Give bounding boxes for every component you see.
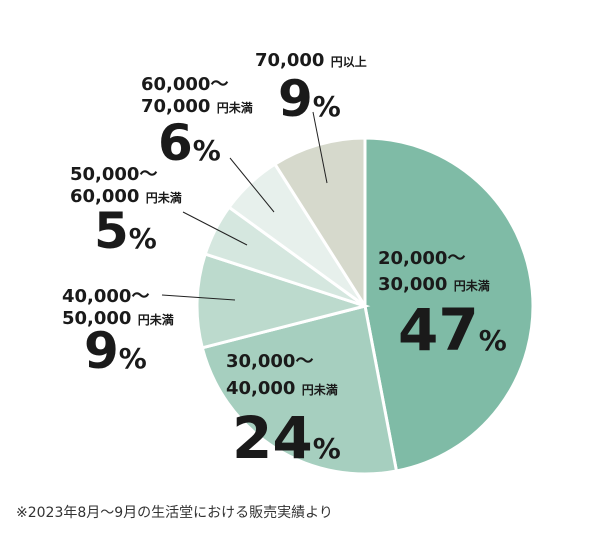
leader-line-5 [229,157,275,213]
range-from: 50,000～ [70,164,157,185]
range-to: 60,000 円未満 [70,186,182,207]
pie-slice-6 [272,136,367,312]
percent-value: 9% [278,70,341,128]
pie-slice-1 [363,136,535,473]
percent-value: 9% [84,322,147,380]
percent-value: 6% [158,114,221,172]
footnote: ※2023年8月〜9月の生活堂における販売実績より [16,505,333,521]
range-to: 70,000 円未満 [141,96,253,117]
leader-line-6 [312,111,328,184]
leader-line-4 [182,211,248,246]
range-from: 30,000～ [226,351,313,372]
pie-slice-2 [200,304,399,476]
range-from: 60,000～ [141,74,228,95]
range-from: 40,000～ [62,286,149,307]
range-to: 50,000 円未満 [62,308,174,329]
pie-slice-3 [195,252,371,350]
range-to: 30,000 円未満 [378,274,490,295]
range-from: 20,000～ [378,248,465,269]
leader-line-3 [161,294,236,301]
range-to: 70,000 円以上 [255,50,367,71]
range-to: 40,000 円未満 [226,378,338,399]
percent-value: 5% [94,202,157,260]
